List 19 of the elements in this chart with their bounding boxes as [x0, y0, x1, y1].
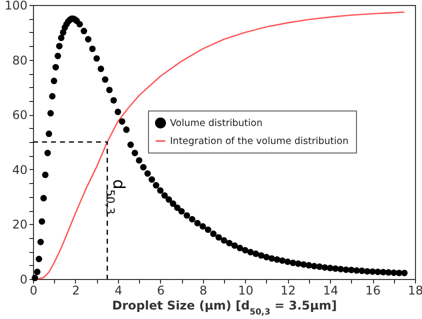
x-tick-label: 2 — [72, 284, 80, 298]
y-tick-label: 80 — [12, 53, 28, 68]
y-tick-label: 0 — [20, 272, 28, 286]
legend-label: Integration of the volume distribution — [170, 136, 349, 147]
y-tick-label: 60 — [12, 108, 28, 122]
x-tick-label: 12 — [280, 284, 296, 298]
x-tick-label: 0 — [30, 284, 38, 298]
legend-label: Volume distribution — [170, 118, 262, 129]
y-tick-label: 40 — [12, 162, 28, 177]
x-axis-title: Droplet Size (µm) [d$_{50,3}$ = 3.5µm] — [112, 298, 337, 316]
x-tick-label: 16 — [365, 284, 381, 298]
x-tick-label: 18 — [408, 284, 422, 298]
x-tick-label: 6 — [157, 284, 165, 298]
x-tick-label: 8 — [199, 284, 208, 298]
x-tick-label: 14 — [322, 284, 338, 298]
x-tick-label: 4 — [114, 284, 122, 298]
y-tick-label: 20 — [12, 218, 28, 232]
x-tick-label: 10 — [238, 284, 254, 298]
y-tick-label: 100 — [4, 0, 28, 12]
